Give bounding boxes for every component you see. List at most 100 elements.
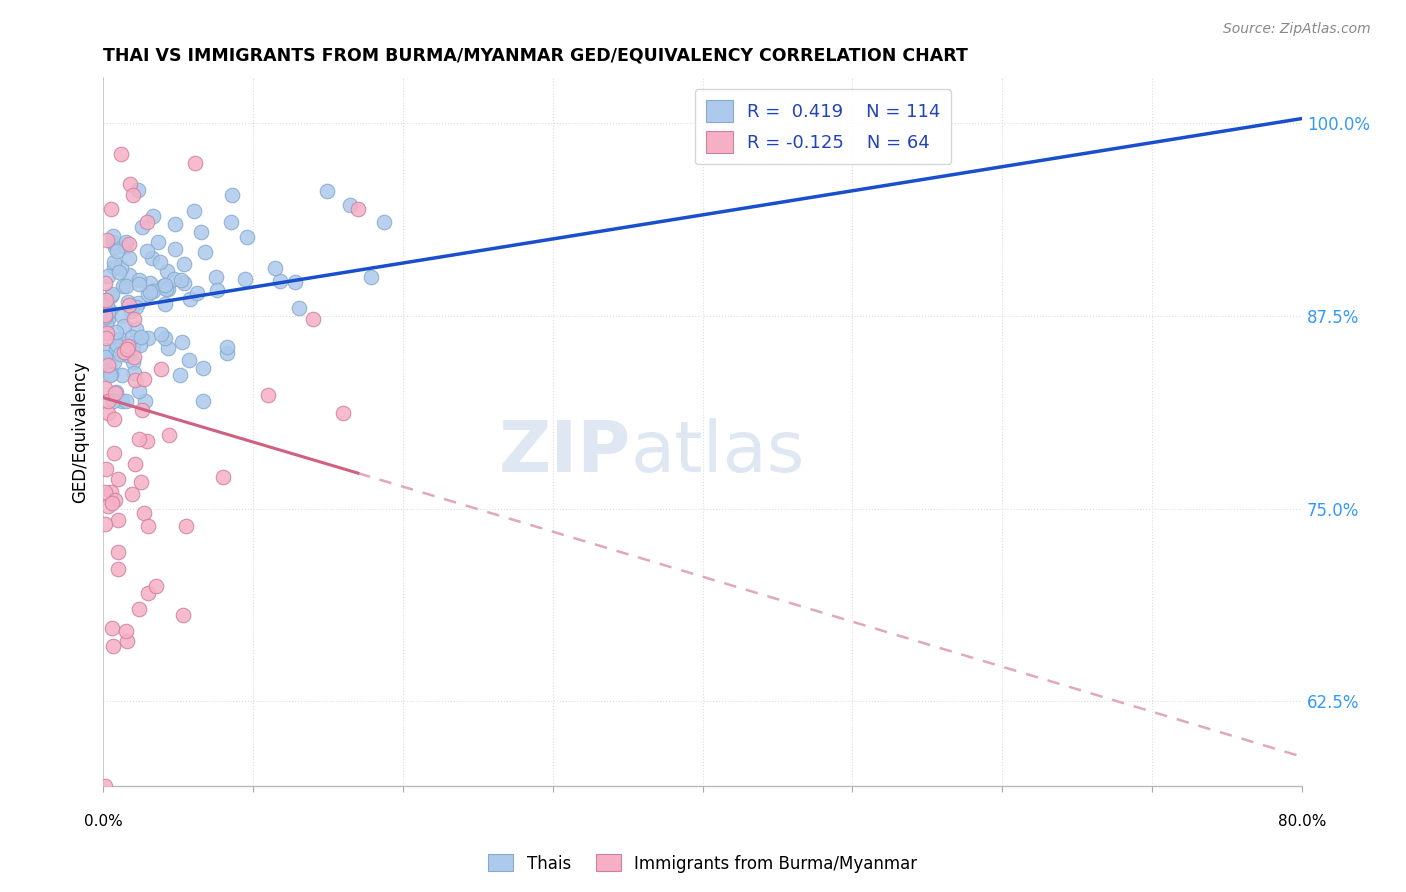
Point: [103, 260, 125, 275]
Point: [100, 484, 122, 499]
Point: [177, 353, 200, 368]
Point: [122, 312, 145, 326]
Point: [138, 287, 160, 301]
Point: [236, 229, 259, 244]
Point: [184, 156, 207, 170]
Point: [163, 242, 186, 256]
Point: [93, 779, 115, 793]
Point: [115, 342, 138, 356]
Point: [155, 331, 177, 345]
Point: [100, 202, 122, 216]
Point: [108, 347, 131, 361]
Point: [131, 219, 153, 234]
Point: [98, 364, 121, 378]
Point: [155, 297, 177, 311]
Point: [134, 393, 156, 408]
Point: [101, 621, 124, 635]
Point: [136, 331, 159, 345]
Point: [103, 446, 125, 460]
Point: [111, 393, 134, 408]
Point: [101, 228, 124, 243]
Point: [97, 269, 120, 284]
Point: [138, 586, 160, 600]
Point: [103, 411, 125, 425]
Point: [193, 393, 215, 408]
Text: Source: ZipAtlas.com: Source: ZipAtlas.com: [1223, 22, 1371, 37]
Point: [125, 322, 148, 336]
Point: [97, 312, 120, 326]
Point: [162, 272, 184, 286]
Point: [94, 462, 117, 476]
Point: [115, 235, 138, 249]
Legend: R =  0.419    N = 114, R = -0.125    N = 64: R = 0.419 N = 114, R = -0.125 N = 64: [695, 89, 952, 164]
Point: [103, 354, 125, 368]
Point: [157, 428, 180, 442]
Point: [169, 368, 191, 383]
Point: [94, 381, 117, 395]
Point: [233, 272, 256, 286]
Point: [302, 311, 325, 326]
Point: [157, 282, 180, 296]
Point: [179, 292, 201, 306]
Point: [287, 301, 309, 316]
Point: [155, 282, 177, 296]
Point: [193, 361, 215, 376]
Point: [97, 394, 120, 409]
Point: [122, 351, 145, 365]
Point: [172, 608, 194, 623]
Point: [107, 512, 129, 526]
Point: [111, 310, 134, 324]
Point: [100, 289, 122, 303]
Point: [219, 215, 242, 229]
Point: [316, 184, 339, 198]
Point: [97, 406, 120, 420]
Text: atlas: atlas: [631, 418, 806, 487]
Point: [96, 326, 118, 341]
Point: [124, 457, 146, 471]
Point: [96, 233, 118, 247]
Point: [114, 319, 136, 334]
Point: [122, 355, 145, 369]
Point: [94, 350, 117, 364]
Point: [98, 361, 121, 376]
Point: [93, 485, 115, 500]
Point: [127, 182, 149, 196]
Point: [128, 273, 150, 287]
Point: [112, 278, 135, 293]
Point: [120, 177, 142, 191]
Point: [141, 209, 163, 223]
Point: [118, 236, 141, 251]
Point: [217, 340, 239, 354]
Point: [115, 278, 138, 293]
Point: [173, 257, 195, 271]
Point: [97, 358, 120, 372]
Point: [107, 545, 129, 559]
Point: [112, 345, 135, 359]
Point: [117, 348, 139, 362]
Point: [347, 202, 370, 217]
Text: 0.0%: 0.0%: [84, 814, 122, 829]
Point: [117, 298, 139, 312]
Point: [283, 275, 305, 289]
Point: [103, 255, 125, 269]
Point: [98, 368, 121, 383]
Point: [217, 346, 239, 360]
Point: [150, 326, 173, 341]
Text: ZIP: ZIP: [498, 418, 631, 487]
Point: [120, 304, 142, 318]
Point: [122, 188, 145, 202]
Point: [269, 274, 291, 288]
Point: [105, 325, 128, 339]
Point: [104, 240, 127, 254]
Point: [98, 304, 121, 318]
Point: [257, 388, 280, 402]
Point: [128, 433, 150, 447]
Point: [96, 343, 118, 357]
Point: [101, 287, 124, 301]
Point: [205, 283, 228, 297]
Point: [117, 251, 139, 265]
Point: [105, 244, 128, 258]
Point: [115, 393, 138, 408]
Y-axis label: GED/Equivalency: GED/Equivalency: [72, 360, 89, 502]
Point: [93, 276, 115, 290]
